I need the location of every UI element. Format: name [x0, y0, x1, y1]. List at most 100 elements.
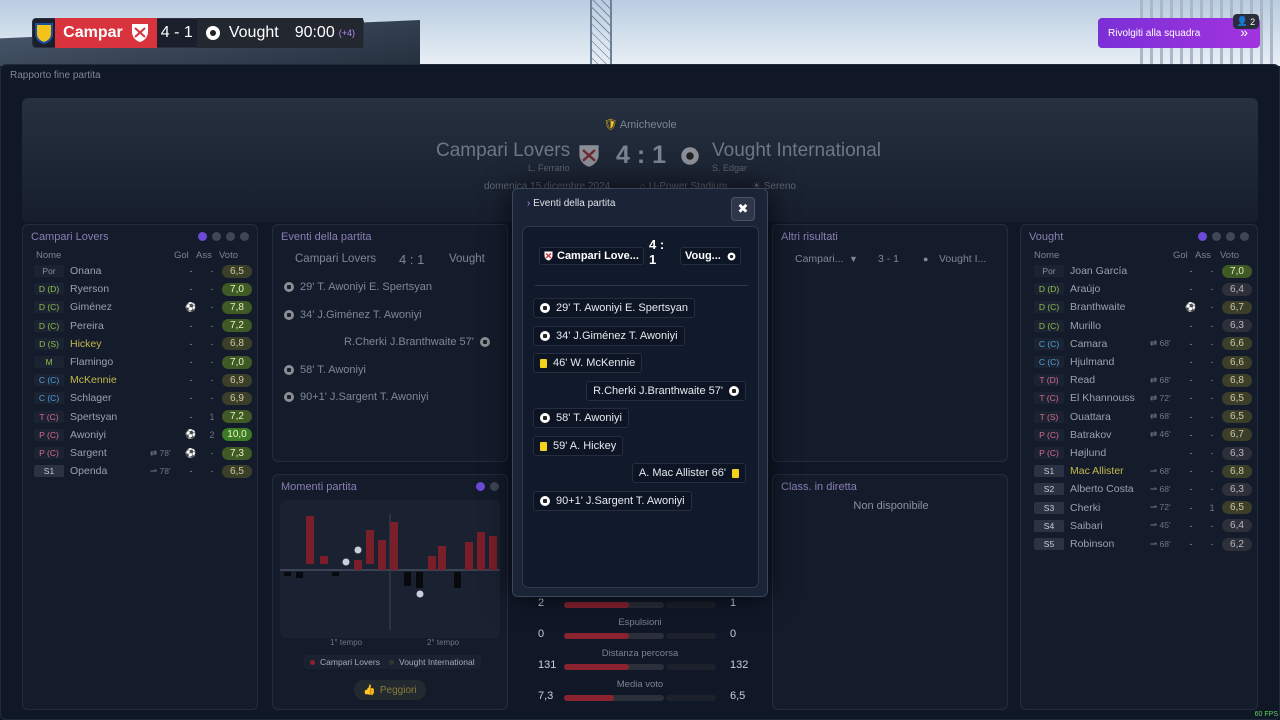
player-row[interactable]: Por Onana - -6,5: [34, 262, 252, 280]
player-row[interactable]: D (C) Branthwaite ⚽ -6,7: [1034, 298, 1252, 316]
page-dot[interactable]: [1198, 232, 1207, 241]
player-rating: 6,5: [222, 464, 252, 478]
notification-badge: 👤 2: [1233, 14, 1259, 29]
panel-title: Momenti partita: [281, 481, 357, 493]
player-row[interactable]: D (C) Giménez ⚽ -7,8: [34, 298, 252, 316]
ball-icon: [284, 392, 294, 402]
stats-panel: [520, 592, 760, 710]
player-position: T (C): [34, 410, 64, 423]
player-row[interactable]: D (C) Pereira - -7,2: [34, 317, 252, 335]
page-dot[interactable]: [1226, 232, 1235, 241]
player-rating: 7,8: [222, 300, 252, 314]
player-position: M: [34, 356, 64, 368]
stat-home-bar: [564, 602, 629, 608]
player-row[interactable]: C (C) McKennie - -6,9: [34, 371, 252, 389]
player-position: C (C): [1034, 337, 1064, 350]
page-dot[interactable]: [198, 232, 207, 241]
ball-icon: [284, 282, 294, 292]
player-row[interactable]: D (D) Ryerson - -7,0: [34, 280, 252, 298]
player-row[interactable]: D (C) Murillo - -6,3: [1034, 317, 1252, 335]
player-row[interactable]: T (S) Ouattara ⇄ 68' - -6,5: [1034, 408, 1252, 426]
player-row[interactable]: T (C) Spertsyan - 1 7,2: [34, 408, 252, 426]
player-goals: -: [189, 284, 193, 295]
close-button[interactable]: ✖: [731, 197, 755, 221]
player-rating: 6,2: [1222, 537, 1252, 551]
player-rating: 6,6: [1222, 355, 1252, 369]
player-rating: 7,2: [222, 410, 252, 424]
page-dots: [476, 482, 499, 491]
player-name: Ouattara: [1070, 410, 1111, 423]
competition-label: 🛡 Amichevole: [0, 118, 1280, 131]
player-row[interactable]: T (C) El Khannouss ⇄ 72' - -6,5: [1034, 389, 1252, 407]
modal-home-team: Campari Love...: [539, 247, 644, 265]
result-home-crest-icon: ▼: [849, 254, 858, 264]
player-goals: -: [1189, 320, 1193, 331]
player-row[interactable]: M Flamingo - -7,0: [34, 353, 252, 371]
modal-event-item: R.Cherki J.Branthwaite 57': [586, 381, 746, 401]
player-row[interactable]: S1 Mac Allister ⇀ 68' - -6,8: [1034, 462, 1252, 480]
player-goals: -: [1189, 466, 1193, 477]
worst-button[interactable]: 👍 Peggiori: [354, 680, 426, 700]
home-crest-icon: [578, 144, 600, 173]
player-row[interactable]: P (C) Awoniyi ⚽ 2 10,0: [34, 426, 252, 444]
competition-logo-icon: 🛡: [603, 119, 618, 131]
person-icon: 👤: [1236, 16, 1249, 26]
player-position: Por: [34, 265, 64, 277]
home-moment-bar: [306, 516, 314, 564]
player-position: D (C): [34, 301, 64, 314]
player-name: Schlager: [70, 392, 112, 405]
competition-name: Amichevole: [619, 119, 677, 131]
player-rating: 7,3: [222, 446, 252, 460]
modal-event-item: 59' A. Hickey: [533, 436, 624, 456]
chart-legend: Campari Lovers Vought International: [304, 655, 481, 669]
player-row[interactable]: T (D) Read ⇄ 68' - -6,8: [1034, 371, 1252, 389]
player-position: D (D): [34, 283, 64, 296]
player-rating: 6,3: [1222, 319, 1252, 333]
result-away-crest-icon: ●: [923, 254, 929, 264]
home-moment-bar: [428, 556, 436, 570]
player-row[interactable]: Por Joan García - -7,0: [1034, 262, 1252, 280]
page-dot[interactable]: [1212, 232, 1221, 241]
home-team-name: Campar: [63, 24, 123, 41]
stadium-label: ⌂ U-Power Stadium: [640, 181, 727, 192]
player-row[interactable]: P (C) Sargent ⇄ 78' ⚽ -7,3: [34, 444, 252, 462]
player-row[interactable]: P (C) Batrakov ⇄ 46' - -6,7: [1034, 426, 1252, 444]
col-gol: Gol: [1173, 250, 1188, 261]
player-row[interactable]: C (C) Hjulmand - -6,6: [1034, 353, 1252, 371]
live-table-empty: Non disponibile: [853, 500, 929, 512]
player-row[interactable]: S1 Openda ⇀ 78' - -6,5: [34, 462, 252, 480]
player-row[interactable]: P (C) Højlund - -6,3: [1034, 444, 1252, 462]
page-dot[interactable]: [212, 232, 221, 241]
goal-marker-icon: [416, 590, 424, 598]
player-row[interactable]: D (D) Araújo - -6,4: [1034, 280, 1252, 298]
player-rating: 7,0: [1222, 264, 1252, 278]
player-row[interactable]: S3 Cherki ⇀ 72' - 1 6,5: [1034, 499, 1252, 517]
breadcrumb: Rapporto fine partita: [10, 70, 101, 81]
player-row[interactable]: D (S) Hickey - -6,8: [34, 335, 252, 353]
player-row[interactable]: C (C) Camara ⇄ 68' - -6,6: [1034, 335, 1252, 353]
player-goals: -: [1189, 266, 1193, 276]
player-goals: ⚽: [1185, 301, 1197, 312]
page-dot[interactable]: [226, 232, 235, 241]
player-rating: 6,3: [1222, 446, 1252, 460]
player-row[interactable]: S5 Robinson ⇀ 68' - -6,2: [1034, 535, 1252, 553]
events-score: 4 : 1: [399, 252, 425, 267]
player-goals: -: [189, 466, 193, 477]
substitution-info: ⇄ 78': [150, 447, 171, 458]
player-name: Hickey: [70, 337, 102, 350]
page-dot[interactable]: [476, 482, 485, 491]
player-row[interactable]: S4 Saibari ⇀ 45' - -6,4: [1034, 517, 1252, 535]
player-name: Pereira: [70, 319, 104, 332]
page-dot[interactable]: [1240, 232, 1249, 241]
player-row[interactable]: C (C) Schlager - -6,9: [34, 389, 252, 407]
player-assists: -: [210, 320, 214, 331]
player-position: D (C): [1034, 319, 1064, 332]
event-text: 59' A. Hickey: [553, 440, 617, 452]
page-dot[interactable]: [240, 232, 249, 241]
event-item: 29' T. Awoniyi E. Spertsyan: [284, 277, 432, 297]
modal-title: › Eventi della partita: [527, 198, 615, 209]
goal-marker-icon: [354, 546, 362, 554]
stat-home-bar: [564, 695, 614, 701]
player-row[interactable]: S2 Alberto Costa ⇀ 68' - -6,3: [1034, 480, 1252, 498]
page-dot[interactable]: [490, 482, 499, 491]
